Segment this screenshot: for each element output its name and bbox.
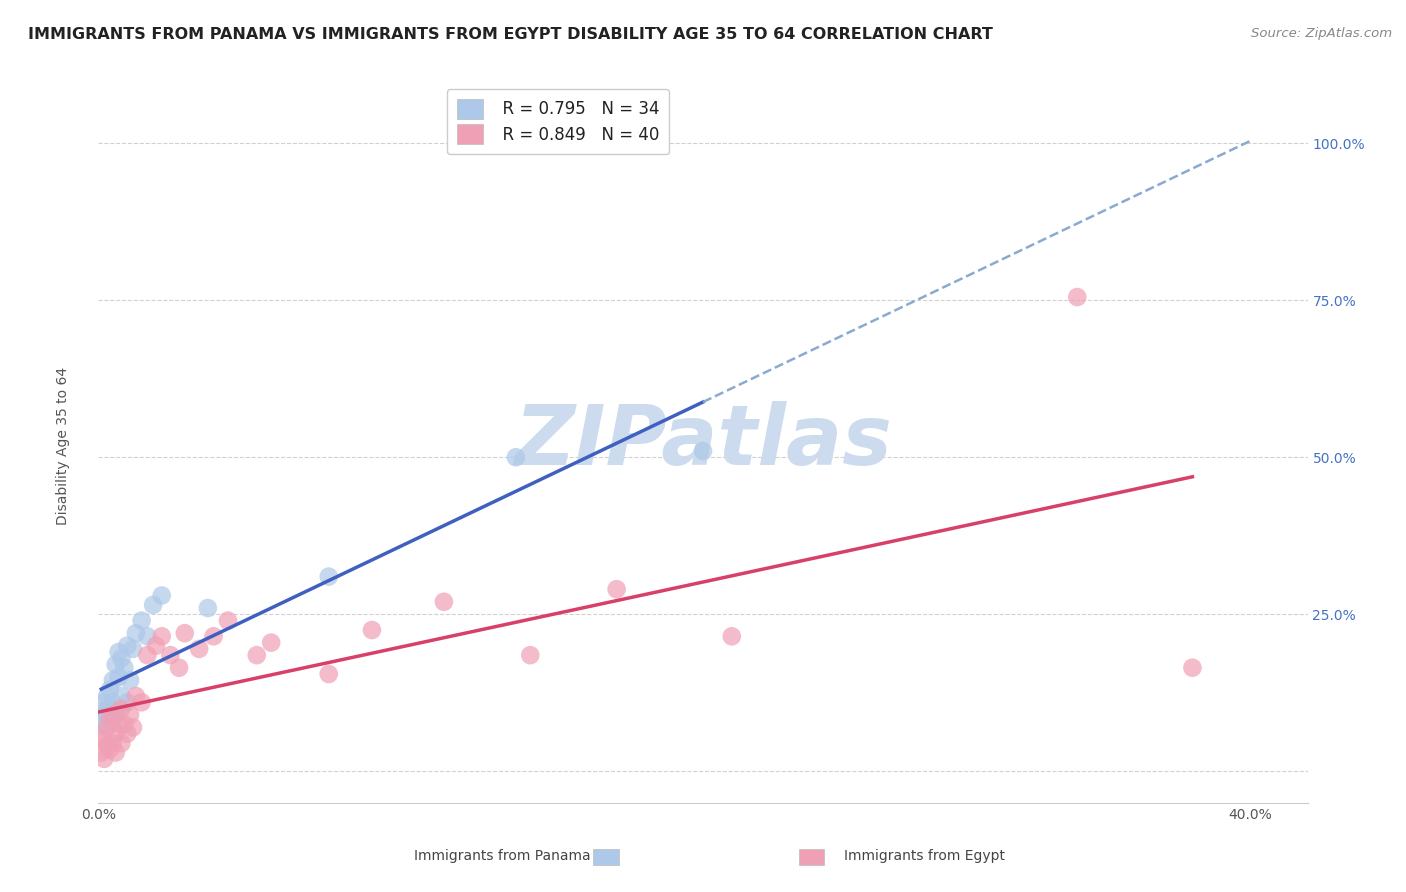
Point (115, 695, 138, 709)
Point (101, 695, 124, 709)
Point (98, 717, 121, 731)
Point (90, 717, 112, 731)
Point (101, 705, 124, 719)
Point (110, 689, 132, 703)
Point (96, 717, 118, 731)
Text: Immigrants from Egypt: Immigrants from Egypt (844, 849, 1005, 863)
Point (145, 639, 167, 653)
Point (150, 629, 173, 643)
Point (98, 711, 121, 725)
Point (93, 733, 115, 747)
Point (188, 641, 211, 656)
Point (136, 629, 159, 643)
Point (1066, 290, 1088, 304)
Point (101, 736, 124, 750)
Point (361, 623, 384, 637)
Point (131, 614, 153, 628)
Point (104, 746, 127, 760)
Point (122, 720, 145, 734)
Point (202, 629, 225, 643)
Point (122, 641, 145, 656)
Point (96, 739, 118, 754)
Point (110, 701, 132, 715)
Point (217, 614, 239, 628)
Point (110, 736, 132, 750)
Point (131, 695, 153, 709)
Point (107, 717, 129, 731)
Point (98, 701, 121, 715)
Point (318, 667, 340, 681)
Point (519, 648, 541, 662)
Point (167, 661, 190, 675)
Point (433, 595, 456, 609)
Point (96, 689, 118, 703)
Point (96, 705, 118, 719)
Point (1181, 661, 1204, 675)
Point (173, 626, 195, 640)
Point (110, 651, 132, 665)
Legend:   R = 0.795   N = 34,   R = 0.849   N = 40: R = 0.795 N = 34, R = 0.849 N = 40 (447, 88, 669, 154)
Point (90, 730, 112, 744)
Point (101, 673, 124, 688)
Point (101, 714, 124, 728)
Point (120, 673, 142, 688)
Point (104, 705, 127, 719)
Point (720, 629, 742, 643)
Point (692, 444, 714, 458)
Point (606, 582, 628, 597)
Point (150, 589, 173, 603)
Point (107, 670, 129, 684)
Point (159, 648, 181, 662)
Text: Disability Age 35 to 64: Disability Age 35 to 64 (56, 367, 70, 525)
Point (197, 601, 219, 615)
Point (93, 711, 115, 725)
Point (142, 598, 165, 612)
Point (115, 727, 138, 741)
Point (120, 707, 142, 722)
Point (260, 635, 283, 649)
Point (96, 720, 118, 734)
Point (318, 569, 340, 583)
Point (98, 682, 121, 697)
Point (90, 746, 112, 760)
Point (93, 752, 115, 766)
Point (112, 717, 135, 731)
Point (90, 705, 112, 719)
Point (98, 742, 121, 756)
Text: Immigrants from Panama: Immigrants from Panama (413, 849, 591, 863)
Point (101, 707, 124, 722)
Point (115, 639, 138, 653)
Point (125, 689, 148, 703)
Point (136, 648, 159, 662)
Point (107, 645, 129, 659)
Point (246, 648, 269, 662)
Point (505, 450, 527, 465)
Point (104, 657, 127, 672)
Point (125, 626, 148, 640)
Text: ZIPatlas: ZIPatlas (515, 401, 891, 482)
Text: Source: ZipAtlas.com: Source: ZipAtlas.com (1251, 27, 1392, 40)
Text: IMMIGRANTS FROM PANAMA VS IMMIGRANTS FROM EGYPT DISABILITY AGE 35 TO 64 CORRELAT: IMMIGRANTS FROM PANAMA VS IMMIGRANTS FRO… (28, 27, 993, 42)
Point (93, 695, 115, 709)
Point (112, 661, 135, 675)
Point (104, 727, 127, 741)
